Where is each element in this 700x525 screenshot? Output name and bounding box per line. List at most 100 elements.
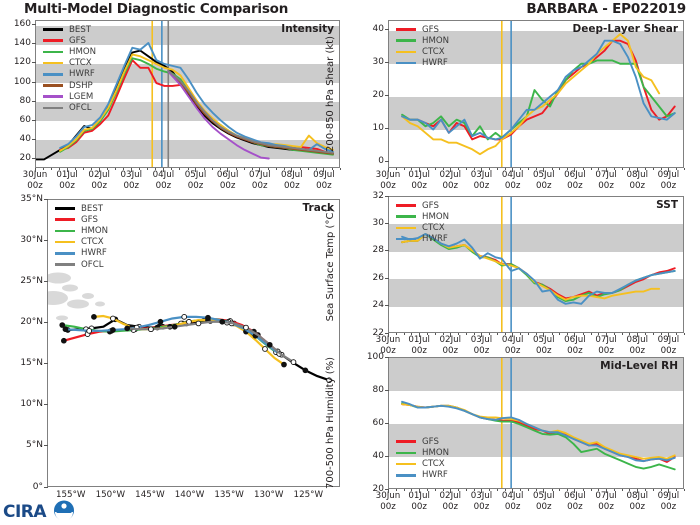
x-tick: [543, 333, 545, 337]
y-tick-label: 15°N: [20, 358, 43, 369]
legend-swatch-gfs: [396, 204, 416, 207]
y-tick-label: 5°N: [26, 440, 43, 451]
x-minor-tick: [203, 168, 205, 170]
track-marker: [231, 320, 237, 327]
x-minor-tick: [559, 333, 561, 335]
y-tick: [44, 404, 48, 406]
legend-label: HMON: [69, 46, 97, 57]
track-marker: [219, 318, 226, 325]
y-tick: [385, 332, 389, 334]
y-tick: [385, 250, 389, 252]
legend-swatch-ofcl: [55, 263, 75, 266]
legend-label: GFS: [422, 24, 439, 35]
x-minor-tick: [123, 168, 125, 170]
track-marker: [186, 318, 192, 325]
plot-area-shear: [388, 20, 684, 168]
y-tick: [44, 280, 48, 282]
track-marker: [195, 320, 202, 327]
x-tick-hour: 00z: [473, 180, 490, 191]
x-tick-day: 06Jul: [564, 491, 586, 501]
y-tick-label: 30: [372, 57, 384, 68]
x-tick: [387, 168, 389, 172]
x-minor-tick: [473, 489, 475, 491]
x-tick-hour: 00z: [284, 180, 300, 191]
track-marker: [83, 326, 89, 333]
track-marker: [205, 314, 211, 321]
x-minor-tick: [51, 168, 53, 170]
shaded-band: [389, 96, 683, 130]
track-marker: [110, 327, 116, 333]
x-tick-day: 04Jul: [152, 170, 175, 180]
x-minor-tick: [660, 333, 662, 335]
x-tick-label: 150°W: [95, 490, 126, 500]
y-tick-label: 80: [19, 95, 31, 106]
x-tick-day: 08Jul: [626, 335, 649, 345]
x-tick: [574, 168, 576, 172]
panel-title-sst: SST: [656, 199, 678, 211]
x-tick-label: 08Jul 00z: [266, 170, 318, 191]
y-tick: [44, 198, 48, 200]
x-tick-label: 09Jul 00z: [642, 335, 694, 356]
y-tick: [32, 138, 36, 140]
x-minor-tick: [442, 168, 444, 170]
y-tick: [385, 488, 389, 490]
x-tick-hour: 00z: [123, 180, 140, 191]
x-tick: [323, 168, 325, 172]
y-tick: [32, 100, 36, 102]
x-minor-tick: [567, 333, 569, 335]
series-line-best: [66, 318, 331, 382]
track-marker: [171, 323, 178, 330]
x-tick-label: 140°W: [174, 490, 205, 500]
x-tick-label: 08Jul 00z: [611, 491, 663, 512]
y-tick-label: 20°N: [20, 316, 43, 327]
x-minor-tick: [684, 168, 685, 170]
plot-area-rh: [388, 357, 684, 489]
series-layer-shear: [401, 21, 676, 167]
series-line-hwrf: [401, 233, 676, 305]
x-tick-hour: 00z: [411, 501, 427, 512]
y-tick-label: 30: [372, 217, 384, 228]
y-axis-title-sst: Sea Surface Temp (°C): [325, 208, 336, 321]
coastline-decoration: [48, 272, 105, 321]
y-tick-label: 32: [372, 190, 384, 201]
x-tick-day: 07Jul: [595, 335, 617, 345]
x-tick-day: 03Jul: [120, 170, 143, 180]
y-tick-label: 30°N: [20, 234, 43, 245]
x-tick-day: 09Jul: [313, 170, 335, 180]
x-tick-hour: 00z: [442, 345, 459, 356]
y-tick-label: 100: [366, 351, 384, 362]
x-tick-day: 05Jul: [533, 335, 555, 345]
series-line-lgem: [167, 70, 270, 160]
x-minor-tick: [434, 489, 436, 491]
x-tick-day: 05Jul: [184, 170, 207, 180]
x-tick: [667, 489, 669, 493]
x-tick-day: 30Jun: [375, 491, 401, 501]
legend-label: HWRF: [422, 234, 448, 245]
legend-swatch-hwrf: [396, 61, 416, 65]
legend-item-ofcl: OFCL: [43, 102, 96, 113]
x-minor-tick: [684, 333, 685, 335]
legend-swatch-ctcx: [396, 226, 416, 230]
x-minor-tick: [629, 489, 631, 491]
x-minor-tick: [598, 489, 600, 491]
x-tick-hour: 00z: [660, 345, 677, 356]
x-minor-tick: [629, 168, 631, 170]
y-tick: [32, 81, 36, 83]
x-tick-day: 01Jul: [56, 170, 78, 180]
x-minor-tick: [559, 168, 561, 170]
x-tick-label: 04Jul 00z: [487, 170, 539, 191]
x-tick: [66, 168, 68, 172]
x-tick-label: 130°W: [253, 490, 284, 500]
legend-track: BEST GFS HMON CTCX HWRF OFCL: [55, 203, 108, 270]
x-tick-day: 07Jul: [595, 170, 617, 180]
y-tick-label: 35°N: [20, 193, 43, 204]
track-marker: [249, 330, 256, 337]
x-tick: [512, 168, 514, 172]
track-marker: [112, 316, 119, 323]
legend-item-hmon: HMON: [396, 447, 449, 458]
y-tick: [385, 29, 389, 31]
x-minor-tick: [590, 489, 592, 491]
x-minor-tick: [652, 168, 654, 170]
legend-label: HMON: [422, 211, 450, 222]
